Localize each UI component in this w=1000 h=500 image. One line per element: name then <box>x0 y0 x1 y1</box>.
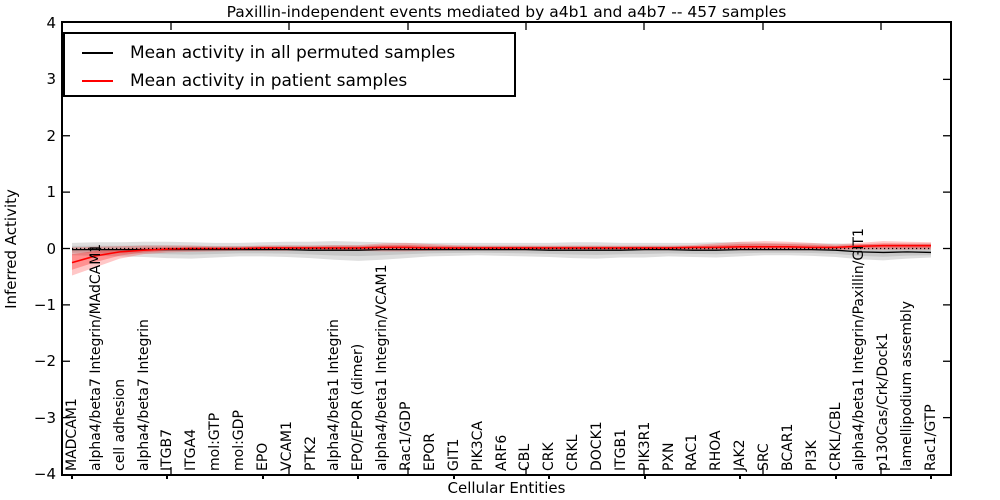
x-tick-label: CBL <box>517 443 534 471</box>
x-tick-label: SRC <box>755 443 772 471</box>
x-tick-label: GIT1 <box>445 438 462 471</box>
x-tick-label: JAK2 <box>732 439 749 471</box>
x-tick-label: alpha4/beta1 Integrin/Paxillin/GIT1 <box>851 228 868 471</box>
legend-item: Mean activity in patient samples <box>82 67 514 95</box>
y-tick-label: 3 <box>46 70 56 89</box>
x-tick-mark <box>930 476 932 479</box>
x-tick-label: Rac1/GTP <box>923 404 939 471</box>
x-tick-label: PTK2 <box>302 435 319 471</box>
x-tick-label: RHOA <box>708 430 725 471</box>
y-tick-label: 4 <box>46 14 56 32</box>
y-tick-label: 0 <box>46 239 56 258</box>
x-tick-label: alpha4/beta7 Integrin <box>135 319 152 471</box>
x-tick-label: RAC1 <box>684 433 701 471</box>
x-tick-label: CRK <box>541 442 558 471</box>
x-tick-label: ITGB1 <box>612 428 629 471</box>
x-tick-mark <box>357 476 360 479</box>
axis-ticks <box>63 23 950 474</box>
x-tick-label: VCAM1 <box>278 421 295 471</box>
x-tick-label: PIK3CA <box>469 420 486 471</box>
x-tick-mark <box>71 476 73 479</box>
x-tick-label: ITGB7 <box>159 428 176 471</box>
x-tick-label: mol:GTP <box>207 412 224 471</box>
x-tick-mark <box>834 476 837 479</box>
x-tick-mark <box>548 476 551 479</box>
legend-label: Mean activity in patient samples <box>130 71 408 91</box>
legend-label: Mean activity in all permuted samples <box>130 43 456 63</box>
plot-canvas <box>63 23 950 474</box>
x-axis-label: Cellular Entities <box>447 479 566 497</box>
x-tick-mark <box>166 476 169 479</box>
x-tick-mark <box>261 476 264 479</box>
chart-title: Paxillin-independent events mediated by … <box>226 3 787 21</box>
x-tick-label: alpha4/beta1 Integrin/VCAM1 <box>374 264 391 472</box>
x-tick-label: lamellipodium assembly <box>899 300 916 471</box>
permuted-mean-line <box>72 248 932 254</box>
y-tick-label: 2 <box>46 126 56 145</box>
x-tick-label: PXN <box>660 442 677 471</box>
x-tick-label: alpha4/beta7 Integrin/MAdCAM1 <box>87 243 104 471</box>
y-tick-label: −1 <box>33 295 56 314</box>
y-tick-label: −2 <box>33 352 56 371</box>
x-tick-label: Rac1/GDP <box>398 401 415 471</box>
x-tick-label: mol:GDP <box>231 410 248 471</box>
x-tick-mark <box>452 476 455 479</box>
y-tick-label: 1 <box>46 183 56 202</box>
patient-mean-line <box>71 244 931 264</box>
x-tick-label: alpha4/beta1 Integrin <box>326 319 343 471</box>
x-tick-label: EPO/EPOR (dimer) <box>350 343 367 471</box>
legend-item: Mean activity in all permuted samples <box>82 39 514 67</box>
y-tick-label: −4 <box>33 465 56 483</box>
x-tick-label: EPO <box>254 442 271 471</box>
x-tick-label: PI3K <box>803 440 820 471</box>
x-tick-label: MADCAM1 <box>64 398 80 471</box>
y-tick-label: −3 <box>33 408 56 427</box>
permuted-band-outer <box>72 241 931 261</box>
x-tick-label: ARF6 <box>493 434 510 471</box>
x-tick-label: CRKL/CBL <box>827 402 844 471</box>
legend-line-swatch <box>82 80 113 82</box>
x-tick-label: ITGA4 <box>183 428 200 471</box>
x-tick-label: p130Cas/Crk/Dock1 <box>875 332 892 471</box>
x-tick-label: BCAR1 <box>779 423 796 471</box>
x-tick-label: EPOR <box>421 432 438 471</box>
x-tick-label: PIK3R1 <box>636 421 653 471</box>
legend: Mean activity in all permuted samples Mea… <box>63 32 516 97</box>
x-tick-mark <box>643 476 646 479</box>
legend-line-swatch <box>82 52 113 54</box>
x-tick-label: DOCK1 <box>588 421 605 471</box>
x-tick-label: CRKL <box>565 434 582 471</box>
x-tick-label: cell adhesion <box>111 378 128 471</box>
x-tick-mark <box>739 476 742 479</box>
